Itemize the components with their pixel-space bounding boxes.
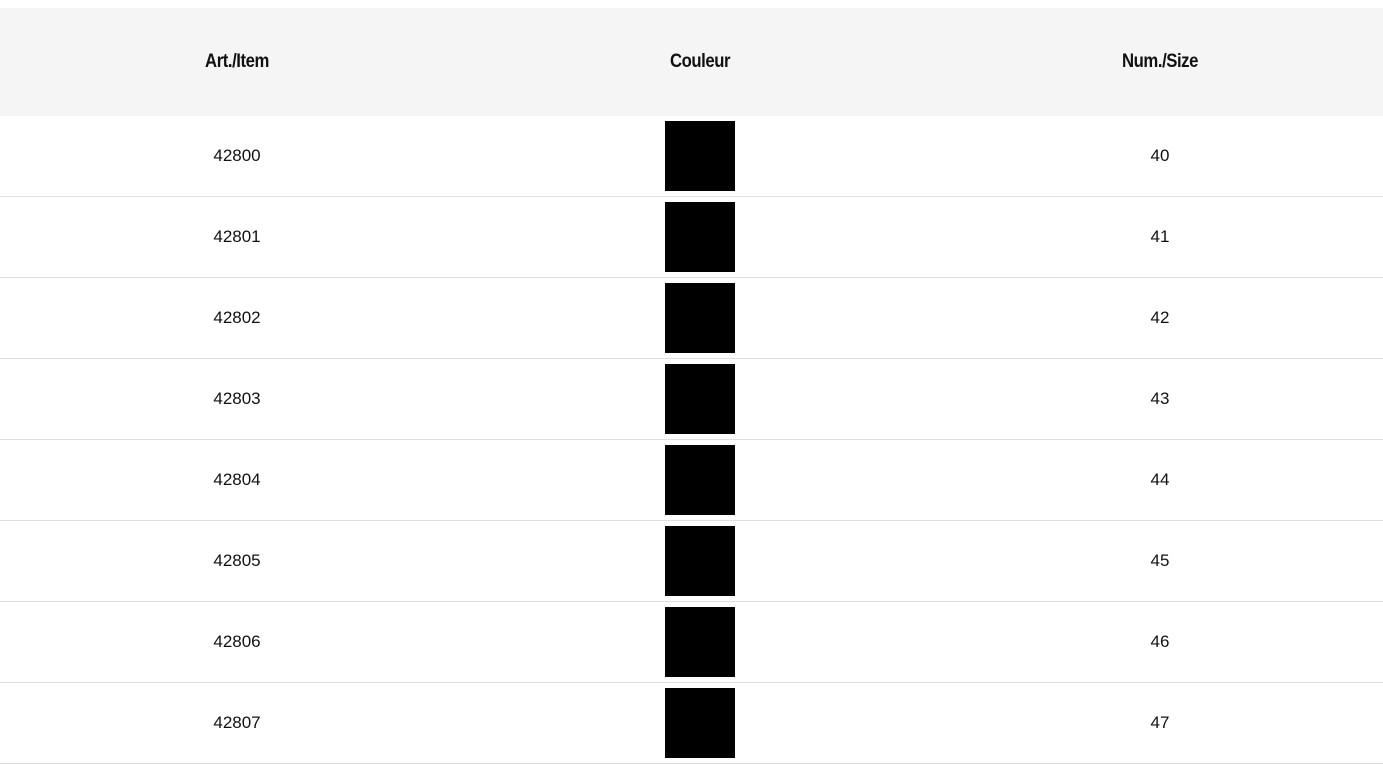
header-cell: Art./Item — [205, 51, 269, 72]
color-swatch — [665, 202, 735, 272]
table-row: 42807 47 — [0, 683, 1383, 764]
color-cell — [474, 202, 926, 272]
item-cell: 42806 — [213, 632, 261, 651]
color-swatch — [665, 121, 735, 191]
color-swatch — [665, 688, 735, 758]
item-cell: 42804 — [213, 470, 261, 489]
color-swatch — [665, 526, 735, 596]
size-cell: 47 — [1150, 713, 1170, 732]
color-cell — [474, 688, 926, 758]
size-cell: 46 — [1150, 632, 1170, 651]
color-swatch — [665, 364, 735, 434]
size-cell: 43 — [1150, 389, 1170, 408]
size-cell: 41 — [1150, 227, 1170, 246]
size-cell: 44 — [1150, 470, 1170, 489]
table-row: 42803 43 — [0, 359, 1383, 440]
table-row: 42802 42 — [0, 278, 1383, 359]
color-cell — [474, 445, 926, 515]
item-cell: 42807 — [213, 713, 261, 732]
table-row: 42806 46 — [0, 602, 1383, 683]
header-cell: Num./Size — [1122, 51, 1198, 72]
color-swatch — [665, 283, 735, 353]
size-cell: 45 — [1150, 551, 1170, 570]
color-swatch — [665, 445, 735, 515]
color-cell — [474, 526, 926, 596]
item-cell: 42805 — [213, 551, 261, 570]
item-cell: 42803 — [213, 389, 261, 408]
table-row: 42804 44 — [0, 440, 1383, 521]
color-cell — [474, 364, 926, 434]
color-swatch — [665, 607, 735, 677]
table-row: 42801 41 — [0, 197, 1383, 278]
table-row: 42805 45 — [0, 521, 1383, 602]
color-cell — [474, 607, 926, 677]
size-cell: 40 — [1150, 146, 1170, 165]
item-cell: 42802 — [213, 308, 261, 327]
table-row: 42800 40 — [0, 116, 1383, 197]
item-cell: 42801 — [213, 227, 261, 246]
size-cell: 42 — [1150, 308, 1170, 327]
color-cell — [474, 121, 926, 191]
product-table: Art./Item Couleur Num./Size 42800 40 42801… — [0, 8, 1383, 764]
item-cell: 42800 — [213, 146, 261, 165]
color-cell — [474, 283, 926, 353]
table-header: Art./Item Couleur Num./Size — [0, 8, 1383, 116]
header-cell: Couleur — [669, 51, 731, 72]
